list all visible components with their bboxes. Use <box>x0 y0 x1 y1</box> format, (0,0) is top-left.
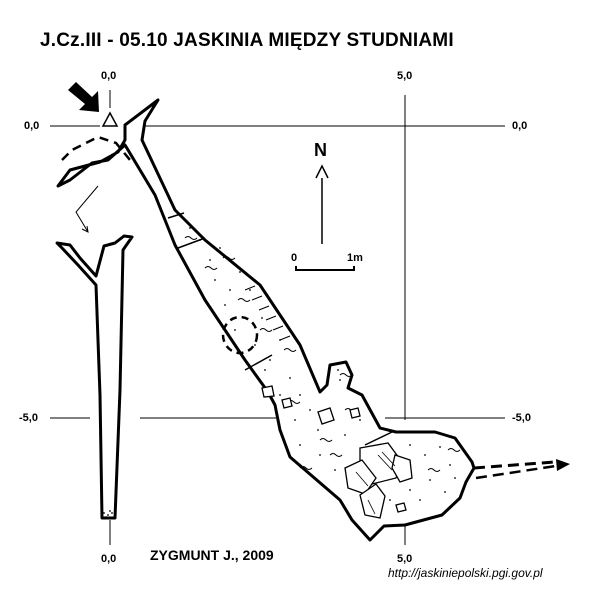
boulder-hatching <box>355 451 396 515</box>
grid-lines <box>50 90 505 545</box>
grid-label-bottom-left: 0,0 <box>101 553 117 565</box>
exit-arrow-icon <box>556 459 570 471</box>
shaft-floor-dots <box>103 510 113 518</box>
station-triangle-icon <box>101 111 119 127</box>
shaft-section <box>55 234 134 520</box>
ledge-hatching <box>244 285 291 341</box>
pothole-outline <box>221 315 259 355</box>
clay-marks <box>184 236 461 472</box>
grid-label-right-upper: 0,0 <box>512 120 528 132</box>
grid-label-bottom-right: 5,0 <box>397 553 413 565</box>
scale-bar <box>295 266 355 271</box>
scale-label-end: 1m <box>347 252 363 264</box>
north-label: N <box>314 140 327 160</box>
grid-label-top-left: 0,0 <box>101 70 117 82</box>
source-url: http://jaskiniepolski.pgi.gov.pl <box>388 566 543 580</box>
grid-label-left-lower: -5,0 <box>19 412 38 424</box>
grid-label-right-lower: -5,0 <box>512 412 531 424</box>
descent-arrow-icon <box>75 185 99 233</box>
north-arrow-head-icon <box>315 164 329 179</box>
scale-label-start: 0 <box>291 252 298 264</box>
entrance-arrow-icon <box>68 82 99 112</box>
map-title: J.Cz.III - 05.10 JASKINIA MIĘDZY STUDNIA… <box>40 30 454 51</box>
author-credit: ZYGMUNT J., 2009 <box>150 547 274 563</box>
grid-label-top-right: 5,0 <box>397 70 413 82</box>
boulders <box>261 385 413 519</box>
step-lines <box>167 212 393 446</box>
grid-label-left-upper: 0,0 <box>24 120 40 132</box>
passage-continuation <box>473 460 556 470</box>
